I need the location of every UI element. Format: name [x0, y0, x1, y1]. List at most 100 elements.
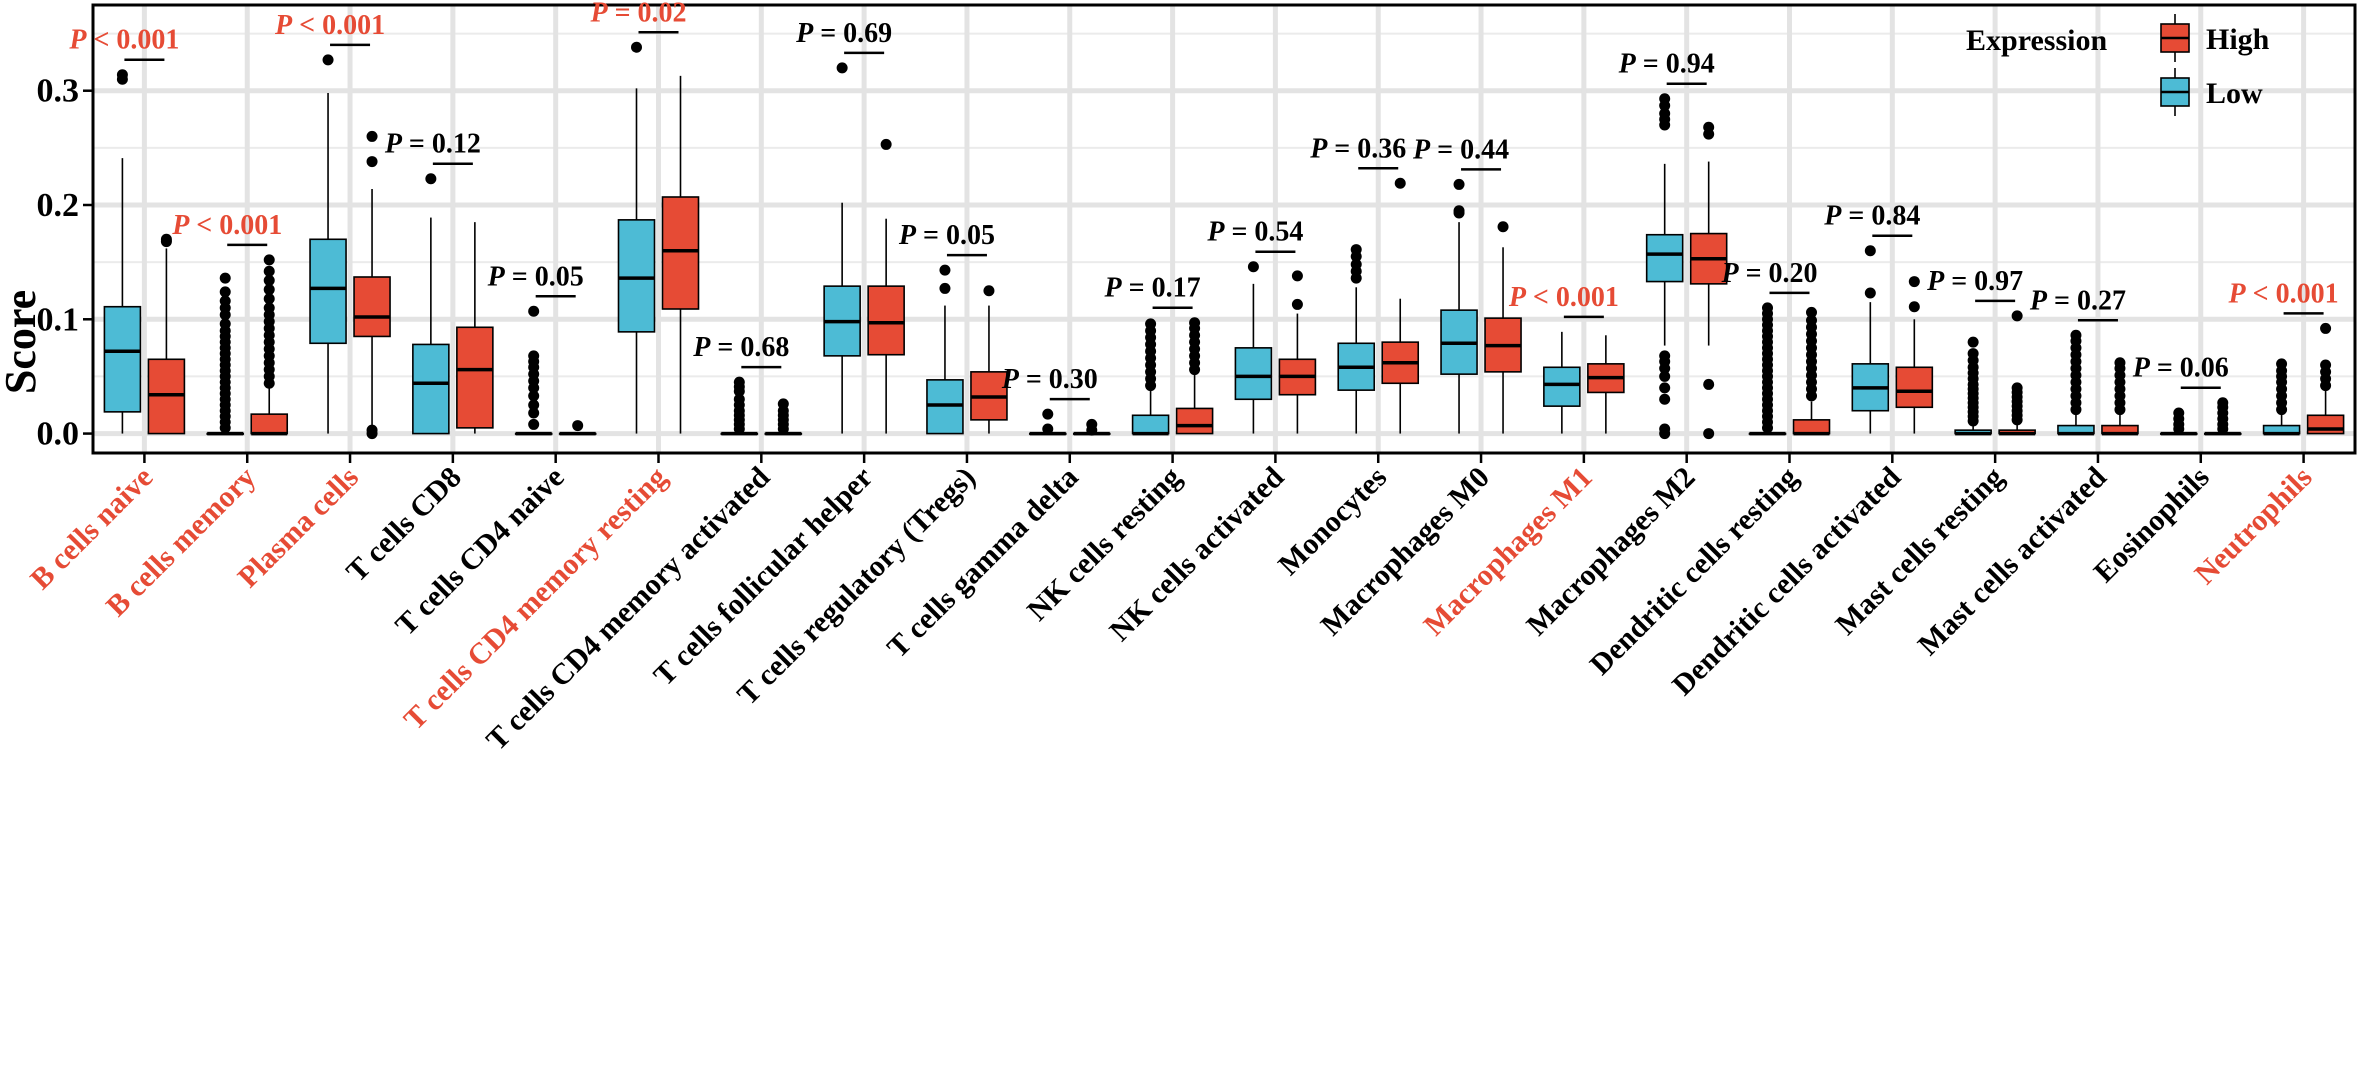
- outlier-point: [1908, 276, 1920, 288]
- outlier-point: [983, 285, 995, 297]
- box-high: [764, 398, 803, 436]
- p-value-label: P = 0.30: [1001, 364, 1098, 395]
- y-tick-label: 0.3: [37, 73, 80, 110]
- x-tick-label: Dendritic cells resting: [1584, 461, 1805, 682]
- y-tick-label: 0.2: [37, 187, 80, 224]
- p-value-label: P < 0.001: [274, 10, 385, 41]
- outlier-point: [939, 264, 951, 276]
- box-high: [2101, 357, 2139, 436]
- p-value-label: P < 0.001: [68, 25, 179, 56]
- outlier-point: [836, 62, 848, 74]
- box-low: [1337, 244, 1376, 434]
- box-iqr: [353, 276, 391, 338]
- box-low: [720, 376, 759, 436]
- p-value-label: P = 0.97: [1926, 266, 2023, 297]
- box-high: [970, 285, 1008, 434]
- outlier-point: [528, 390, 540, 402]
- box-high: [2203, 397, 2242, 436]
- outlier-point: [528, 399, 540, 411]
- box-iqr: [1234, 347, 1273, 401]
- p-value-label: P < 0.001: [171, 210, 282, 241]
- box-low: [1645, 93, 1684, 440]
- box-iqr: [250, 413, 289, 435]
- box-high: [456, 222, 494, 434]
- box-high: [353, 130, 391, 440]
- box-iqr: [456, 326, 494, 429]
- p-value-label: P = 0.44: [1412, 134, 1509, 165]
- x-tick-label: NK cells activated: [1103, 460, 1290, 647]
- p-value-annotations: P < 0.001 P < 0.001 P < 0.001 P = 0.12 P = 0…: [68, 0, 2339, 401]
- box-low: [1028, 408, 1067, 436]
- outlier-point: [631, 41, 642, 53]
- box-low: [1851, 245, 1890, 434]
- box-high: [1587, 335, 1625, 434]
- legend: Expression High Low: [1966, 14, 2270, 116]
- box-high: [661, 75, 700, 434]
- outlier-point: [2011, 382, 2023, 394]
- outlier-point: [2276, 358, 2288, 370]
- box-low: [412, 173, 450, 435]
- box-iqr: [617, 219, 656, 333]
- outlier-point: [263, 254, 275, 266]
- outlier-point: [1189, 317, 1201, 329]
- box-low: [1543, 331, 1581, 434]
- outlier-point: [1042, 408, 1054, 420]
- outlier-point: [2320, 322, 2332, 334]
- p-value-label: P = 0.06: [2132, 353, 2229, 384]
- outlier-point: [2114, 357, 2126, 369]
- outlier-point: [777, 398, 789, 410]
- outlier-point: [1659, 370, 1671, 382]
- outlier-point: [733, 393, 745, 405]
- outlier-point: [2217, 397, 2229, 409]
- outlier-point: [116, 69, 128, 81]
- box-iqr: [1175, 407, 1214, 435]
- outlier-point: [572, 420, 584, 432]
- box-high: [1792, 306, 1831, 436]
- p-value-label: P = 0.02: [589, 0, 686, 28]
- outlier-point: [322, 54, 334, 66]
- box-low: [1440, 178, 1478, 434]
- box-low: [2262, 358, 2301, 436]
- outlier-point: [1350, 258, 1362, 270]
- y-tick-label: 0.0: [37, 416, 80, 453]
- outlier-point: [160, 233, 172, 245]
- outlier-point: [1247, 261, 1259, 273]
- outlier-point: [528, 305, 540, 317]
- outlier-point: [939, 282, 951, 294]
- box-low: [1748, 302, 1787, 436]
- x-tick-label: Mast cells activated: [1912, 460, 2113, 661]
- outlier-point: [1659, 423, 1671, 435]
- outlier-point: [1967, 348, 1979, 360]
- outlier-point: [263, 284, 275, 296]
- box-high: [1689, 121, 1728, 440]
- p-value-label: P < 0.001: [2228, 278, 2339, 309]
- axes: 0.0 0.1 0.2 0.3: [37, 3, 2357, 463]
- outlier-point: [219, 295, 231, 307]
- p-value-label: P = 0.36: [1309, 133, 1406, 164]
- p-value-label: P = 0.94: [1618, 49, 1715, 80]
- outlier-point: [1908, 301, 1920, 313]
- box-iqr: [103, 305, 142, 413]
- box-iqr: [867, 285, 905, 356]
- outlier-point: [1659, 108, 1671, 120]
- p-value-label: P = 0.20: [1720, 258, 1817, 289]
- outlier-point: [219, 318, 231, 330]
- outlier-point: [425, 173, 437, 185]
- box-high: [867, 138, 905, 434]
- box-iqr: [309, 238, 347, 345]
- outlier-point: [1659, 350, 1671, 362]
- outlier-point: [1145, 318, 1157, 330]
- outlier-point: [1659, 93, 1671, 105]
- outlier-point: [1453, 178, 1465, 190]
- outlier-point: [366, 130, 378, 142]
- outlier-point: [1291, 270, 1303, 282]
- outlier-point: [528, 350, 540, 362]
- outlier-point: [263, 274, 275, 286]
- x-tick-label: T cells gamma delta: [881, 461, 1085, 665]
- p-value-label: P = 0.68: [692, 332, 789, 363]
- outlier-point: [1762, 302, 1773, 314]
- outlier-point: [1864, 245, 1876, 257]
- box-low: [617, 41, 656, 434]
